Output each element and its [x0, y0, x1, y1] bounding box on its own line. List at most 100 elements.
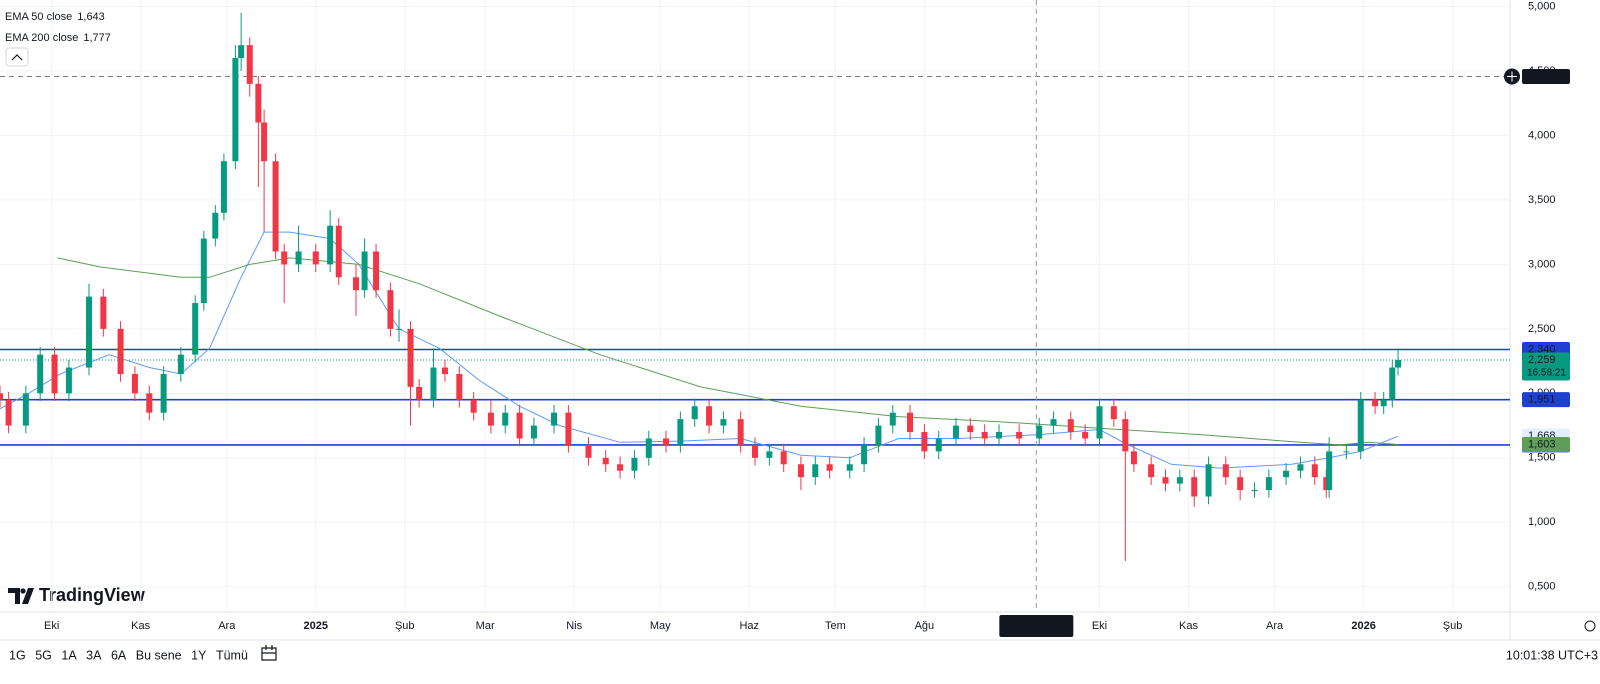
candle-body	[935, 438, 942, 452]
range-button[interactable]: 5G	[35, 648, 52, 662]
candle-body	[387, 290, 394, 329]
candle-body	[352, 277, 359, 291]
candle-body	[327, 225, 334, 265]
candle-body	[220, 161, 227, 213]
candle-body	[212, 212, 219, 239]
legend-value: 1,777	[83, 32, 111, 44]
candle-body	[846, 464, 853, 471]
x-tick-label: Eki	[1092, 620, 1107, 632]
candle-body	[0, 393, 3, 400]
candle-body	[875, 425, 882, 445]
x-tick-label: Haz	[739, 620, 759, 632]
candle-body	[272, 161, 279, 252]
candle-body	[255, 83, 262, 123]
candle-body	[720, 419, 727, 426]
candle-body	[261, 122, 268, 162]
range-button[interactable]: 1Y	[191, 648, 207, 662]
candle-body	[335, 225, 342, 278]
y-tick-label: 3,500	[1528, 194, 1556, 206]
range-button[interactable]: Tümü	[216, 648, 248, 662]
logo: TradingView	[8, 585, 146, 605]
crosshair-y-label: 4,457	[1528, 70, 1556, 82]
candle-body	[981, 432, 988, 439]
candle-body	[1265, 477, 1272, 491]
candle-body	[131, 373, 138, 394]
x-tick-label: Ara	[218, 620, 236, 632]
y-tick-label: 0,500	[1528, 581, 1556, 593]
collapse-button[interactable]	[5, 47, 29, 67]
candle-body	[65, 367, 72, 394]
range-button[interactable]: 6A	[111, 648, 127, 662]
candle-body	[889, 412, 896, 426]
candle-body	[5, 399, 12, 426]
x-tick-label: May	[650, 620, 671, 632]
candle-body	[602, 457, 609, 465]
hline-label: 1,951	[1528, 394, 1556, 406]
candle-body	[1176, 477, 1183, 484]
x-tick-label: Kas	[1179, 620, 1198, 632]
settings-icon[interactable]	[1584, 620, 1596, 632]
candle-body	[907, 412, 914, 433]
legend-value: 1,643	[77, 11, 105, 23]
candle-body	[177, 354, 184, 374]
candle-body	[100, 296, 107, 329]
date-range-icon[interactable]	[261, 645, 277, 661]
candle-body	[295, 251, 302, 265]
candle-body	[996, 432, 1003, 439]
x-tick-label: Mar	[476, 620, 495, 632]
candle-body	[361, 251, 368, 291]
y-tick-label: 4,000	[1528, 129, 1556, 141]
candle-body	[117, 328, 124, 374]
candle-body	[1297, 464, 1304, 471]
x-tick-label: Şub	[395, 620, 415, 632]
candle-body	[200, 238, 207, 304]
candle-body	[407, 328, 414, 387]
candle-body	[502, 412, 509, 426]
candle-body	[706, 406, 713, 426]
x-tick-label: 2026	[1351, 620, 1375, 632]
range-button[interactable]: Bu sene	[136, 648, 182, 662]
candle-body	[1395, 359, 1402, 368]
candle-body	[1343, 451, 1350, 453]
candle-body	[1016, 432, 1023, 439]
ema-line	[57, 257, 1399, 446]
x-tick-label: Tem	[825, 620, 846, 632]
candle-body	[85, 296, 92, 368]
range-button[interactable]: 1A	[61, 648, 77, 662]
crosshair-y-label-box	[1522, 68, 1570, 84]
range-button[interactable]: 3A	[86, 648, 102, 662]
hline-label-box	[1522, 392, 1570, 408]
candle-body	[766, 451, 773, 458]
brand: TradingView	[39, 585, 146, 605]
candle-body	[1357, 399, 1364, 452]
candle-body	[780, 451, 787, 465]
y-tick-label: 5,000	[1528, 0, 1556, 12]
candle-body	[232, 58, 239, 162]
candle-body	[246, 45, 253, 84]
candle-body	[281, 251, 288, 265]
candle-body	[1205, 464, 1212, 497]
crosshair-x-label: Sal 09 Eyl '25	[1003, 620, 1070, 632]
candle-body	[1311, 464, 1318, 478]
x-tick-label: Kas	[131, 620, 150, 632]
candle-body	[677, 419, 684, 445]
toolbar: 1G 5G 1A 3A 6A Bu sene 1Y Tümü 10:01:38 UTC+3	[9, 648, 1598, 662]
candle-body	[585, 444, 592, 458]
candle-body	[1082, 432, 1089, 439]
candle-body	[797, 464, 804, 478]
candle-body	[192, 303, 199, 355]
candle-body	[691, 406, 698, 420]
candle-body	[1110, 406, 1117, 420]
candle-body	[737, 419, 744, 445]
candle-body	[416, 386, 423, 400]
ema-label-box	[1522, 437, 1570, 453]
candle-body	[22, 393, 29, 426]
candle-body	[1130, 451, 1137, 465]
candle-body	[430, 367, 437, 400]
candle-body	[1067, 419, 1074, 433]
candle-body	[1283, 470, 1290, 478]
range-button[interactable]: 1G	[9, 648, 26, 662]
candle-body	[146, 393, 153, 413]
